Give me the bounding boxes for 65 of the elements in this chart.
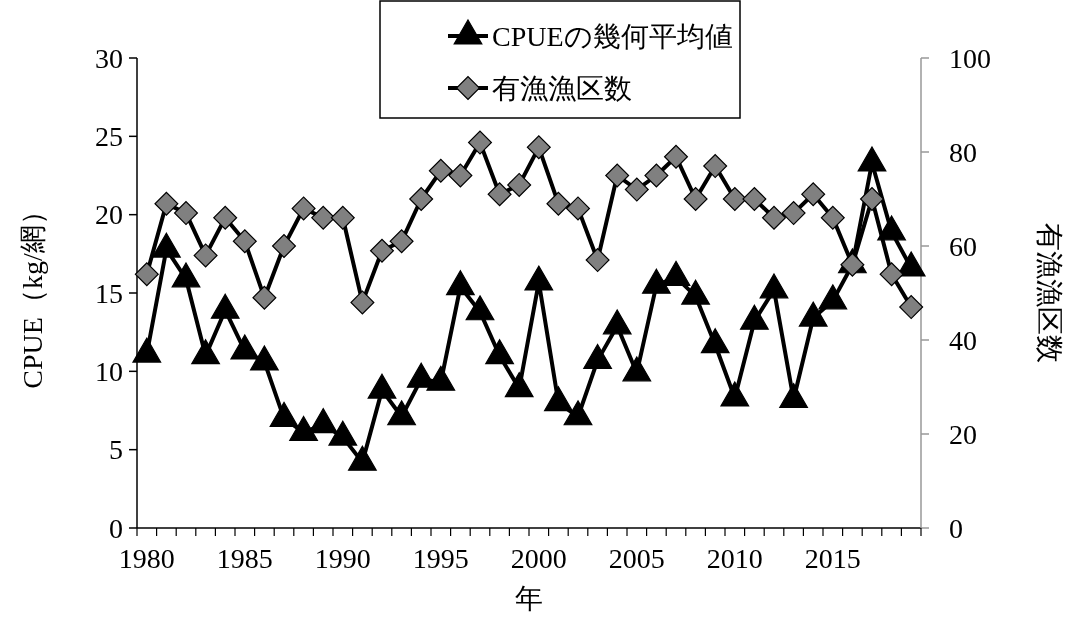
point: [546, 191, 571, 216]
point: [899, 295, 924, 320]
point: [585, 248, 610, 273]
point: [311, 205, 336, 230]
point: [605, 163, 630, 188]
point: [291, 196, 316, 221]
point: [350, 290, 375, 315]
x-tick-label: 2010: [706, 543, 763, 574]
point: [389, 229, 414, 254]
point: [683, 187, 708, 211]
point: [879, 262, 904, 287]
legend-label: CPUEの幾何平均値: [492, 20, 733, 52]
point: [820, 205, 845, 230]
point: [722, 187, 747, 211]
point: [134, 262, 159, 287]
x-tick-label: 2005: [608, 543, 665, 574]
y2-axis-title: 有漁漁区数: [1034, 223, 1065, 363]
point: [174, 201, 198, 226]
point: [566, 196, 590, 221]
y-axis-title: CPUE（kg/網）: [17, 197, 48, 389]
point: [801, 182, 826, 207]
point: [507, 172, 532, 197]
point: [193, 243, 218, 268]
y-tick-label: 30: [95, 42, 123, 74]
y-tick-label: 10: [95, 356, 123, 388]
point: [252, 285, 277, 310]
y2-tick-label: 0: [949, 512, 963, 544]
y2-tick-label: 20: [949, 418, 977, 450]
point: [526, 135, 551, 160]
x-tick-label: 2015: [804, 543, 861, 574]
y-tick-label: 0: [109, 512, 123, 544]
point: [428, 158, 453, 183]
y2-tick-label: 80: [949, 136, 977, 168]
point: [213, 205, 238, 230]
y-tick-label: 15: [95, 277, 123, 309]
point: [154, 191, 179, 216]
x-tick-label: 2000: [510, 543, 567, 574]
point: [272, 234, 296, 258]
x-axis-title: 年: [515, 583, 543, 614]
point: [232, 229, 257, 254]
point: [487, 182, 512, 207]
x-tick-label: 1985: [216, 543, 273, 574]
y-tick-label: 20: [95, 199, 123, 231]
point: [330, 205, 355, 230]
point: [370, 238, 394, 263]
y2-tick-label: 100: [949, 42, 991, 74]
point: [703, 154, 728, 179]
point: [468, 130, 492, 155]
point: [860, 187, 884, 211]
y-tick-label: 5: [109, 434, 123, 466]
x-tick-label: 1980: [118, 543, 175, 574]
point: [781, 201, 806, 226]
y-tick-label: 25: [95, 121, 123, 153]
point: [742, 187, 767, 211]
x-tick-label: 1995: [412, 543, 469, 574]
point: [762, 205, 786, 230]
x-tick-label: 1990: [314, 543, 371, 574]
point: [644, 163, 669, 188]
y2-tick-label: 40: [949, 324, 977, 356]
point: [409, 187, 434, 211]
y2-tick-label: 60: [949, 230, 977, 262]
legend-label: 有漁漁区数: [492, 72, 632, 104]
point: [624, 177, 649, 202]
point: [664, 144, 688, 169]
point: [448, 163, 473, 188]
